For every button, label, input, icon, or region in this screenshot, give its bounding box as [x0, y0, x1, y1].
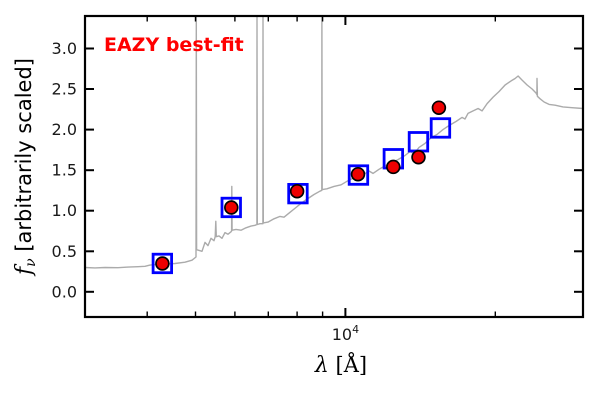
- axis-ticks: [86, 17, 582, 316]
- observed-photometry-marker: [386, 159, 401, 175]
- spectrum-layer: [85, 16, 583, 269]
- observed-photometry-marker: [411, 149, 426, 165]
- y-tick-label: 1.0: [52, 201, 77, 220]
- model-photometry-marker: [151, 252, 174, 275]
- y-tick-label: 1.5: [52, 161, 77, 180]
- observed-photometry-marker: [155, 256, 170, 271]
- y-tick-label: 0.5: [52, 242, 77, 261]
- axis-tick-labels: 0.0 0.5 1.0 1.5 2.0 2.5 3.0 104: [52, 39, 360, 344]
- y-axis-title: fν [arbitrarily scaled]: [12, 58, 39, 277]
- y-tick-label: 3.0: [52, 39, 77, 58]
- model-photometry-marker: [429, 117, 452, 139]
- x-tick-label: 104: [332, 323, 359, 344]
- y-tick-label: 2.5: [52, 80, 77, 99]
- model-photometry-marker: [220, 196, 242, 219]
- model-photometry-marker: [347, 164, 370, 186]
- y-tick-label: 0.0: [52, 282, 77, 301]
- best-fit-annotation: EAZY best-fit: [104, 34, 244, 56]
- observed-photometry-marker: [289, 183, 305, 199]
- observed-photometry-marker: [224, 200, 239, 215]
- plot-border: [83, 14, 585, 319]
- photometry-layer: [151, 100, 452, 275]
- observed-photometry-marker: [350, 166, 366, 182]
- y-tick-label: 2.0: [52, 120, 77, 139]
- spectrum-line: [85, 16, 583, 269]
- observed-photometry-marker: [431, 100, 447, 115]
- x-axis-title: λ [Å]: [314, 352, 367, 378]
